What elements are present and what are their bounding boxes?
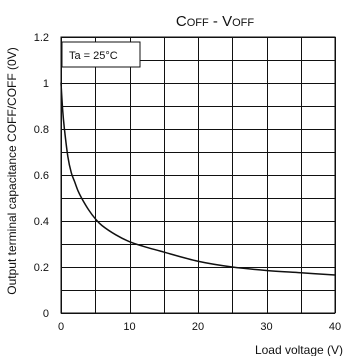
annotation-box: Ta = 25°C	[61, 41, 141, 68]
y-tick-label: 0.6	[34, 170, 49, 182]
x-tick-label: 0	[58, 321, 64, 333]
y-tick-label: 0.4	[34, 216, 49, 228]
y-tick-label: 0.8	[34, 124, 49, 136]
plot-frame	[60, 36, 336, 314]
chart-title-part: OFF	[187, 17, 209, 29]
y-tick-label: 0.2	[34, 262, 49, 274]
x-tick-labels: 0 10 20 30 40	[58, 321, 341, 333]
x-axis-title: Load voltage (V)	[255, 343, 343, 356]
y-tick-labels: 0 0.2 0.4 0.6 0.8 1 1.2	[34, 32, 49, 320]
x-tick-label: 20	[192, 321, 204, 333]
y-tick-label: 1	[43, 78, 49, 90]
chart-title-part: OFF	[232, 17, 254, 29]
y-tick-label: 0	[43, 308, 49, 320]
chart-title-part: C	[176, 13, 187, 30]
x-tick-label: 10	[123, 321, 135, 333]
x-tick-label: 40	[329, 321, 341, 333]
annotation-text: Ta = 25°C	[69, 50, 118, 62]
chart-title-part: - V	[209, 13, 232, 30]
x-tick-label: 30	[260, 321, 272, 333]
y-axis-title: Output terminal capacitance COFF/COFF (0…	[5, 47, 19, 294]
y-tick-label: 1.2	[34, 32, 49, 44]
annotation-box-frame	[61, 41, 141, 68]
chart-title: COFF - VOFF	[176, 13, 254, 30]
series-line	[60, 82, 336, 276]
